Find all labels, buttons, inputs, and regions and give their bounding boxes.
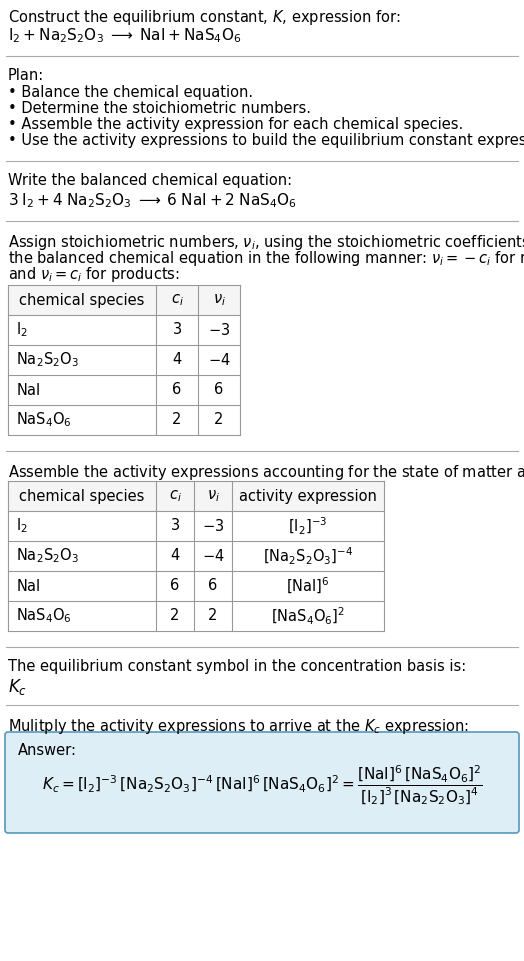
Text: $c_i$: $c_i$ xyxy=(169,488,181,504)
Text: Answer:: Answer: xyxy=(18,743,77,758)
Text: • Assemble the activity expression for each chemical species.: • Assemble the activity expression for e… xyxy=(8,117,463,132)
FancyBboxPatch shape xyxy=(5,732,519,833)
Text: 6: 6 xyxy=(209,579,217,594)
Text: 6: 6 xyxy=(172,382,182,398)
Text: 3: 3 xyxy=(172,323,181,337)
Text: $[\mathrm{NaI}]^{6}$: $[\mathrm{NaI}]^{6}$ xyxy=(286,576,330,596)
Text: $-3$: $-3$ xyxy=(202,518,224,534)
Text: Write the balanced chemical equation:: Write the balanced chemical equation: xyxy=(8,173,292,188)
Text: and $\nu_i = c_i$ for products:: and $\nu_i = c_i$ for products: xyxy=(8,265,180,284)
Text: $\nu_i$: $\nu_i$ xyxy=(213,292,225,308)
Text: 2: 2 xyxy=(214,412,224,428)
Text: 3: 3 xyxy=(170,519,180,533)
Text: $K_c = [\mathrm{I_2}]^{-3}\,[\mathrm{Na_2S_2O_3}]^{-4}\,[\mathrm{NaI}]^{6}\,[\ma: $K_c = [\mathrm{I_2}]^{-3}\,[\mathrm{Na_… xyxy=(41,763,483,807)
Text: $[\mathrm{I_2}]^{-3}$: $[\mathrm{I_2}]^{-3}$ xyxy=(288,515,328,536)
Text: $c_i$: $c_i$ xyxy=(171,292,183,308)
Text: $\mathrm{NaI}$: $\mathrm{NaI}$ xyxy=(16,578,41,594)
Text: Plan:: Plan: xyxy=(8,68,44,83)
Text: 6: 6 xyxy=(170,579,180,594)
Text: $\mathrm{I_2}$: $\mathrm{I_2}$ xyxy=(16,517,28,535)
Text: $\mathrm{Na_2S_2O_3}$: $\mathrm{Na_2S_2O_3}$ xyxy=(16,547,79,565)
Text: $\nu_i$: $\nu_i$ xyxy=(206,488,220,504)
Text: Construct the equilibrium constant, $K$, expression for:: Construct the equilibrium constant, $K$,… xyxy=(8,8,401,27)
Text: 4: 4 xyxy=(170,549,180,563)
Text: 4: 4 xyxy=(172,353,182,367)
Text: activity expression: activity expression xyxy=(239,488,377,504)
Bar xyxy=(8,481,384,511)
Text: The equilibrium constant symbol in the concentration basis is:: The equilibrium constant symbol in the c… xyxy=(8,659,466,674)
Text: $\mathrm{I_2 + Na_2S_2O_3 \;\longrightarrow\; NaI + NaS_4O_6}$: $\mathrm{I_2 + Na_2S_2O_3 \;\longrightar… xyxy=(8,26,242,45)
Text: $K_c$: $K_c$ xyxy=(8,677,27,697)
Text: • Use the activity expressions to build the equilibrium constant expression.: • Use the activity expressions to build … xyxy=(8,133,524,148)
Text: 2: 2 xyxy=(170,608,180,624)
Text: Assign stoichiometric numbers, $\nu_i$, using the stoichiometric coefficients, $: Assign stoichiometric numbers, $\nu_i$, … xyxy=(8,233,524,252)
Text: chemical species: chemical species xyxy=(19,488,145,504)
Text: $\mathrm{3\;I_2 + 4\;Na_2S_2O_3 \;\longrightarrow\; 6\;NaI + 2\;NaS_4O_6}$: $\mathrm{3\;I_2 + 4\;Na_2S_2O_3 \;\longr… xyxy=(8,191,297,209)
Text: Assemble the activity expressions accounting for the state of matter and $\nu_i$: Assemble the activity expressions accoun… xyxy=(8,463,524,482)
Text: $[\mathrm{NaS_4O_6}]^{2}$: $[\mathrm{NaS_4O_6}]^{2}$ xyxy=(271,605,345,627)
Text: $\mathrm{I_2}$: $\mathrm{I_2}$ xyxy=(16,321,28,339)
Text: $\mathrm{Na_2S_2O_3}$: $\mathrm{Na_2S_2O_3}$ xyxy=(16,351,79,369)
Bar xyxy=(8,285,240,315)
Text: $-4$: $-4$ xyxy=(202,548,224,564)
Text: chemical species: chemical species xyxy=(19,292,145,308)
Bar xyxy=(8,481,384,631)
Text: $\mathrm{NaS_4O_6}$: $\mathrm{NaS_4O_6}$ xyxy=(16,410,72,430)
Text: 2: 2 xyxy=(172,412,182,428)
Text: 6: 6 xyxy=(214,382,224,398)
Text: the balanced chemical equation in the following manner: $\nu_i = -c_i$ for react: the balanced chemical equation in the fo… xyxy=(8,249,524,268)
Text: $[\mathrm{Na_2S_2O_3}]^{-4}$: $[\mathrm{Na_2S_2O_3}]^{-4}$ xyxy=(263,546,353,567)
Text: $-3$: $-3$ xyxy=(208,322,230,338)
Text: • Balance the chemical equation.: • Balance the chemical equation. xyxy=(8,85,253,100)
Bar xyxy=(8,285,240,435)
Text: $\mathrm{NaI}$: $\mathrm{NaI}$ xyxy=(16,382,41,398)
Text: • Determine the stoichiometric numbers.: • Determine the stoichiometric numbers. xyxy=(8,101,311,116)
Text: $-4$: $-4$ xyxy=(208,352,231,368)
Text: Mulitply the activity expressions to arrive at the $K_c$ expression:: Mulitply the activity expressions to arr… xyxy=(8,717,469,736)
Text: 2: 2 xyxy=(209,608,217,624)
Text: $\mathrm{NaS_4O_6}$: $\mathrm{NaS_4O_6}$ xyxy=(16,606,72,626)
